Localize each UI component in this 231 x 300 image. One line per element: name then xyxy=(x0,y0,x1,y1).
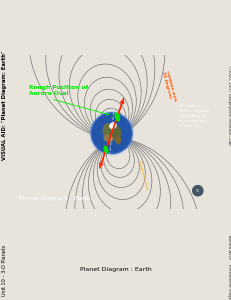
Text: The angle of
Earth's magnetic
axis relative to
its rotation axis
is about 11°.: The angle of Earth's magnetic axis relat… xyxy=(178,104,208,128)
Text: Planet Diagram : Earth: Planet Diagram : Earth xyxy=(80,268,151,272)
Ellipse shape xyxy=(109,123,116,128)
Circle shape xyxy=(192,186,202,196)
Text: ©2000, 2007 Geophysical Institute—UAF: ©2000, 2007 Geophysical Institute—UAF xyxy=(225,65,230,145)
Ellipse shape xyxy=(109,125,120,139)
Ellipse shape xyxy=(115,113,119,121)
Text: VISUAL AID: "Planet Diagram: Earth": VISUAL AID: "Planet Diagram: Earth" xyxy=(2,50,7,160)
Circle shape xyxy=(91,113,131,154)
Text: Unit 10 – 3-D Planets: Unit 10 – 3-D Planets xyxy=(2,244,7,296)
Ellipse shape xyxy=(103,124,109,136)
Ellipse shape xyxy=(104,135,112,142)
Text: GI: GI xyxy=(195,189,199,193)
Text: Rough Position of
Aurora Oval: Rough Position of Aurora Oval xyxy=(29,85,87,96)
Ellipse shape xyxy=(104,146,107,153)
Text: rotation axis
24 degrees: rotation axis 24 degrees xyxy=(160,70,176,102)
Text: Magnetic axis: Magnetic axis xyxy=(137,160,148,190)
Text: Aurora Alive™ Enrichment Program: Aurora Alive™ Enrichment Program xyxy=(225,235,230,300)
Ellipse shape xyxy=(115,136,120,143)
Text: Planet Diagram : Earth: Planet Diagram : Earth xyxy=(19,196,91,201)
